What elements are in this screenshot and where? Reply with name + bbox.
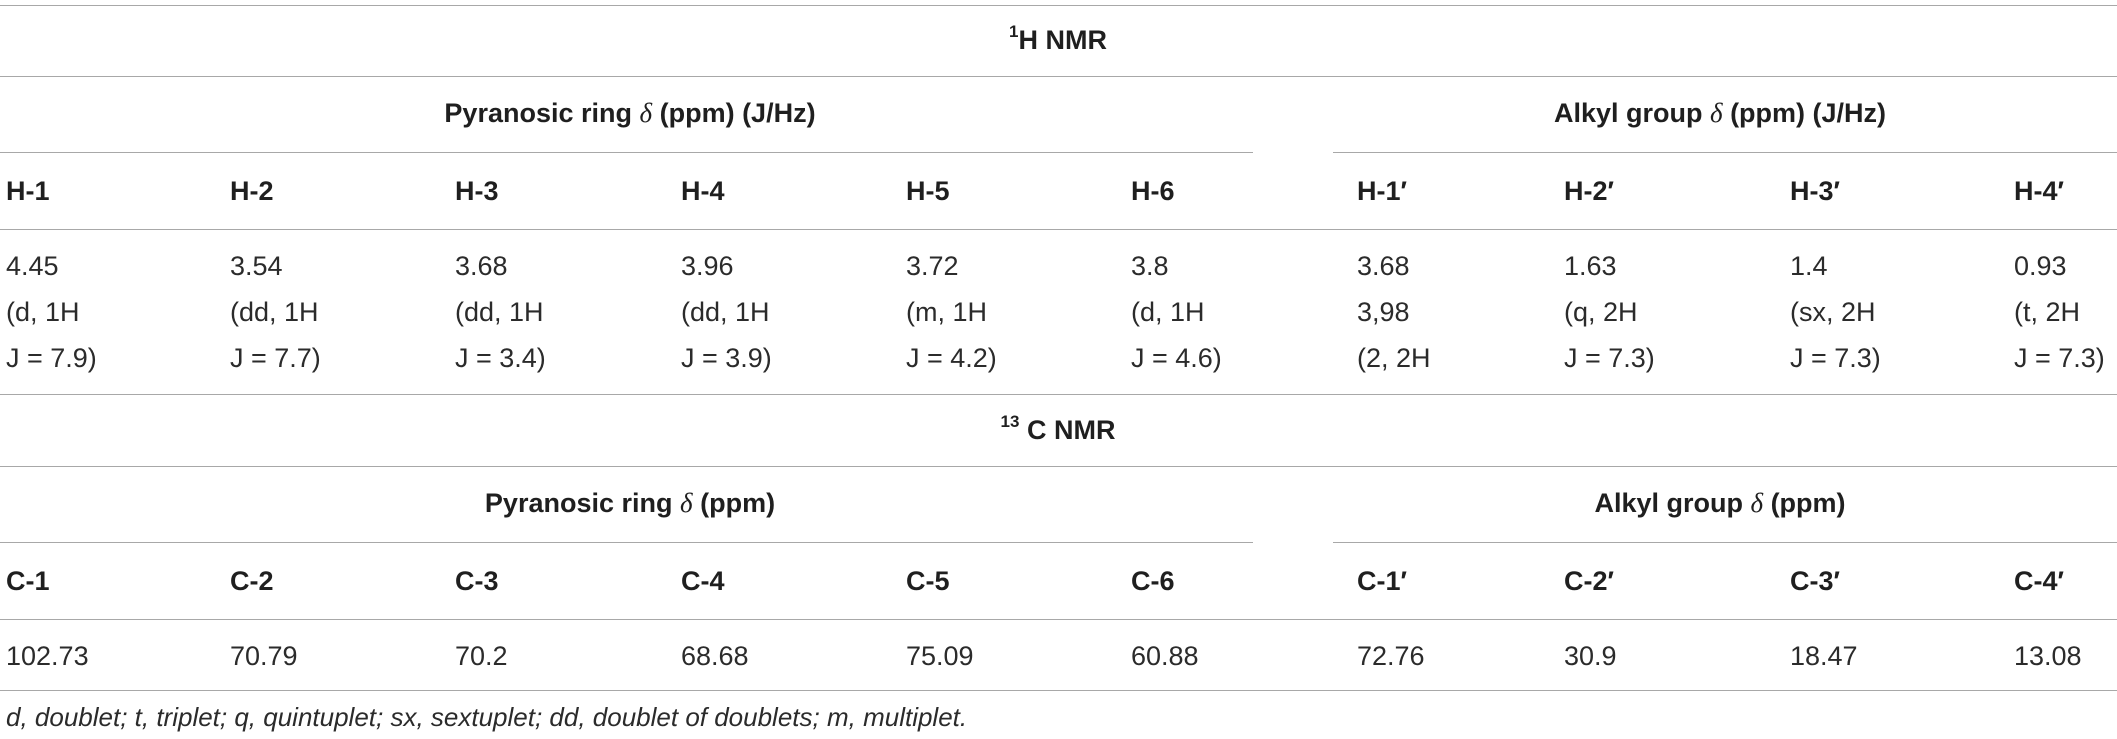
h-col-header: H-3′	[1790, 176, 1840, 206]
h-value-multiplicity: (q, 2H	[1564, 297, 1638, 327]
c-pyranosic-delta: δ	[680, 488, 693, 518]
h-value-multiplicity: (d, 1H	[1131, 297, 1205, 327]
h-col-header: H-2	[230, 176, 274, 206]
c-col-header: C-1′	[1357, 566, 1407, 596]
h-value-coupling: J = 7.3)	[1790, 343, 1881, 373]
c-value-shift: 70.2	[455, 641, 508, 671]
h-pyranosic-units: (ppm) (J/Hz)	[659, 98, 816, 128]
c-col-header: C-6	[1131, 566, 1175, 596]
c-alkyl-header: Alkyl group δ (ppm)	[1594, 487, 1845, 519]
h-alkyl-label: Alkyl group	[1553, 98, 1703, 128]
c-nmr-title-superscript: 13	[1000, 412, 1020, 431]
c-value-shift: 102.73	[6, 641, 89, 671]
rule-below-c-title	[0, 466, 2117, 467]
c-col-header: C-3	[455, 566, 499, 596]
c-col-header: C-4′	[2014, 566, 2064, 596]
h-nmr-title-text: H NMR	[1018, 25, 1107, 55]
h-alkyl-delta: δ	[1709, 98, 1723, 128]
h-col-header: H-4	[681, 176, 725, 206]
c-col-header: C-3′	[1790, 566, 1840, 596]
h-value-coupling: J = 4.2)	[906, 343, 997, 373]
h-value-coupling: J = 7.3)	[1564, 343, 1655, 373]
c-value-shift: 60.88	[1131, 641, 1199, 671]
c-col-header: C-5	[906, 566, 950, 596]
c-value-shift: 70.79	[230, 641, 298, 671]
h-value-multiplicity: (dd, 1H	[455, 297, 544, 327]
h-value-multiplicity: (m, 1H	[906, 297, 987, 327]
rule-below-h-title	[0, 76, 2117, 77]
h-alkyl-header: Alkyl group δ (ppm) (J/Hz)	[1554, 97, 1886, 129]
h-value-coupling: J = 7.7)	[230, 343, 321, 373]
h-value-multiplicity: (dd, 1H	[230, 297, 319, 327]
c-alkyl-units: (ppm)	[1770, 488, 1846, 518]
rule-under-pyranosic-h	[0, 152, 1253, 153]
h-value-coupling: J = 3.9)	[681, 343, 772, 373]
rule-under-pyranosic-c	[0, 542, 1253, 543]
h-value-shift: 0.93	[2014, 251, 2067, 281]
h-value-shift: 3.72	[906, 251, 959, 281]
h-value-shift: 1.63	[1564, 251, 1617, 281]
h-pyranosic-header: Pyranosic ring δ (ppm) (J/Hz)	[444, 97, 815, 129]
c-nmr-title-text: C NMR	[1026, 415, 1116, 445]
h-value-shift: 3.96	[681, 251, 734, 281]
h-value-multiplicity: 3,98	[1357, 297, 1410, 327]
c-col-header: C-2	[230, 566, 274, 596]
c-pyranosic-label: Pyranosic ring	[484, 488, 673, 518]
h-nmr-title: 1H NMR	[1009, 22, 1107, 56]
c-value-shift: 18.47	[1790, 641, 1858, 671]
h-value-multiplicity: (t, 2H	[2014, 297, 2081, 327]
h-value-coupling: J = 3.4)	[455, 343, 546, 373]
c-nmr-title: 13 C NMR	[1000, 412, 1116, 446]
c-alkyl-delta: δ	[1750, 488, 1764, 518]
rule-top	[0, 5, 2117, 6]
h-value-shift: 3.68	[455, 251, 508, 281]
h-value-multiplicity: (d, 1H	[6, 297, 80, 327]
h-pyranosic-label: Pyranosic ring	[444, 98, 632, 128]
table-footnote: d, doublet; t, triplet; q, quintuplet; s…	[6, 702, 968, 732]
rule-bottom	[0, 690, 2117, 691]
h-value-multiplicity: (dd, 1H	[681, 297, 770, 327]
h-col-header: H-1	[6, 176, 50, 206]
h-value-coupling: J = 7.9)	[6, 343, 97, 373]
h-col-header: H-1′	[1357, 176, 1407, 206]
h-col-header: H-6	[1131, 176, 1175, 206]
rule-under-alkyl-c	[1333, 542, 2117, 543]
c-alkyl-label: Alkyl group	[1594, 488, 1743, 518]
c-value-shift: 75.09	[906, 641, 974, 671]
h-value-coupling: (2, 2H	[1357, 343, 1431, 373]
h-value-shift: 1.4	[1790, 251, 1828, 281]
h-value-shift: 3.8	[1131, 251, 1169, 281]
h-value-coupling: J = 4.6)	[1131, 343, 1222, 373]
h-col-header: H-5	[906, 176, 950, 206]
h-alkyl-units: (ppm) (J/Hz)	[1730, 98, 1887, 128]
c-value-shift: 68.68	[681, 641, 749, 671]
c-col-header: C-4	[681, 566, 725, 596]
c-pyranosic-units: (ppm)	[700, 488, 776, 518]
h-value-multiplicity: (sx, 2H	[1790, 297, 1876, 327]
c-col-header: C-2′	[1564, 566, 1614, 596]
h-value-shift: 4.45	[6, 251, 59, 281]
h-nmr-title-superscript: 1	[1009, 22, 1019, 41]
c-value-shift: 13.08	[2014, 641, 2082, 671]
h-col-header: H-3	[455, 176, 499, 206]
c-col-header: C-1	[6, 566, 50, 596]
h-pyranosic-delta: δ	[639, 98, 653, 128]
rule-below-c-columns	[0, 619, 2117, 620]
h-col-header: H-2′	[1564, 176, 1614, 206]
h-value-shift: 3.68	[1357, 251, 1410, 281]
rule-below-h-columns	[0, 229, 2117, 230]
h-value-coupling: J = 7.3)	[2014, 343, 2105, 373]
h-col-header: H-4′	[2014, 176, 2064, 206]
h-value-shift: 3.54	[230, 251, 283, 281]
c-value-shift: 30.9	[1564, 641, 1617, 671]
rule-under-alkyl-h	[1333, 152, 2117, 153]
c-pyranosic-header: Pyranosic ring δ (ppm)	[485, 487, 775, 519]
rule-below-h-values	[0, 394, 2117, 395]
c-value-shift: 72.76	[1357, 641, 1425, 671]
